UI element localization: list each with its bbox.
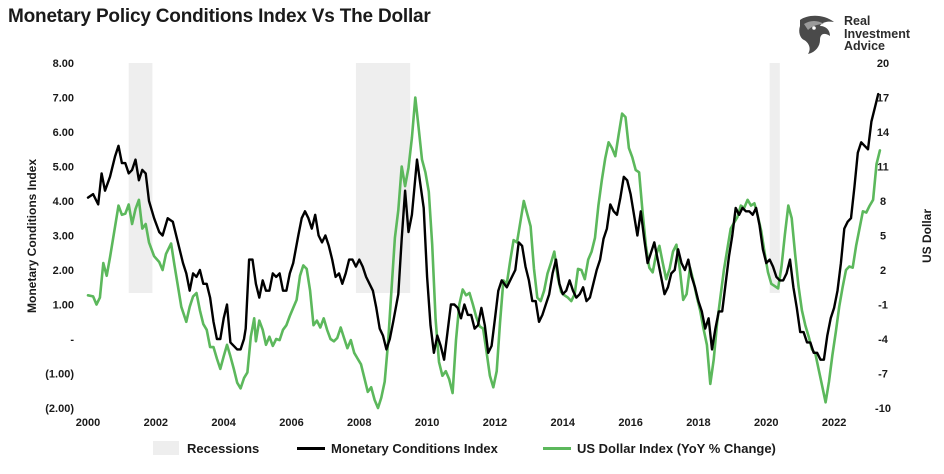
y-left-tick-label: 7.00: [53, 93, 74, 105]
x-tick-label: 2000: [76, 417, 100, 429]
left-y-axis-ticks: 8.00 7.00 6.00 5.00 4.00 3.00 2.00 1.00 - (1.00) (…: [45, 58, 74, 415]
recession-band-2: [769, 63, 780, 293]
x-tick-label: 2014: [551, 417, 576, 429]
brand-line-2: Investment: [844, 26, 910, 41]
y-left-tick-label: 4.00: [53, 196, 74, 208]
brand-line-1: Real: [844, 14, 871, 28]
legend-item-mci: Monetary Conditions Index: [297, 438, 498, 458]
legend-label-usd: US Dollar Index (YoY % Change): [577, 440, 776, 456]
recession-swatch: [153, 441, 179, 455]
y-right-tick-label: -1: [878, 300, 888, 312]
x-tick-label: 2020: [754, 417, 778, 429]
brand-name: Real Investment Advice: [844, 15, 910, 53]
y-left-tick-label: 5.00: [53, 162, 74, 174]
right-y-axis-ticks: 20 17 14 11 8 5 2 -1 -4 -7 -10: [875, 58, 891, 415]
x-tick-label: 2008: [347, 417, 371, 429]
y-right-tick-label: 5: [880, 231, 886, 243]
x-tick-label: 2016: [618, 417, 642, 429]
y-left-tick-label: 8.00: [53, 58, 74, 70]
x-tick-label: 2012: [483, 417, 507, 429]
series-lines: [86, 92, 882, 410]
x-tick-label: 2002: [144, 417, 168, 429]
right-axis-title: US Dollar: [920, 209, 934, 263]
y-left-tick-label: 1.00: [53, 300, 74, 312]
usd-swatch: [543, 446, 571, 450]
recession-bands: [128, 63, 780, 293]
brand-line-3: Advice: [844, 39, 885, 53]
y-left-tick-label: 3.00: [53, 231, 74, 243]
y-right-tick-label: 14: [877, 127, 890, 139]
legend-item-usd: US Dollar Index (YoY % Change): [543, 438, 776, 458]
x-tick-label: 2004: [211, 417, 236, 429]
x-tick-label: 2018: [686, 417, 710, 429]
x-tick-label: 2010: [415, 417, 439, 429]
legend-label-mci: Monetary Conditions Index: [331, 440, 498, 456]
left-axis-title: Monetary Conditions Index: [25, 159, 39, 313]
legend: Recessions Monetary Conditions Index US …: [0, 438, 944, 460]
x-tick-label: 2022: [822, 417, 846, 429]
y-right-tick-label: 11: [877, 162, 889, 174]
x-axis-ticks: 2000 2002 2004 2006 2008 2010 2012 2014 2016 2018…: [76, 417, 847, 429]
x-tick-label: 2006: [279, 417, 303, 429]
y-right-tick-label: -7: [878, 369, 888, 381]
legend-label-recessions: Recessions: [187, 440, 260, 456]
legend-item-recessions: Recessions: [153, 438, 259, 458]
y-right-tick-label: 8: [880, 196, 886, 208]
y-right-tick-label: 17: [877, 93, 889, 105]
brand-logo: Real Investment Advice: [792, 12, 932, 58]
y-left-tick-label: (1.00): [45, 369, 74, 381]
mci-series-line: [86, 92, 880, 361]
y-right-tick-label: 20: [877, 58, 889, 70]
y-left-tick-label: (2.00): [45, 403, 74, 415]
page-title: Monetary Policy Conditions Index Vs The …: [8, 6, 431, 27]
y-left-tick-label: 2.00: [53, 265, 74, 277]
y-right-tick-label: 2: [880, 265, 886, 277]
eagle-head-icon: [799, 15, 834, 55]
usd-series-line: [86, 96, 882, 410]
y-left-tick-label: 6.00: [53, 127, 74, 139]
y-left-tick-label: -: [70, 334, 74, 346]
y-right-tick-label: -10: [875, 403, 891, 415]
y-right-tick-label: -4: [878, 334, 889, 346]
mci-swatch: [297, 446, 325, 450]
